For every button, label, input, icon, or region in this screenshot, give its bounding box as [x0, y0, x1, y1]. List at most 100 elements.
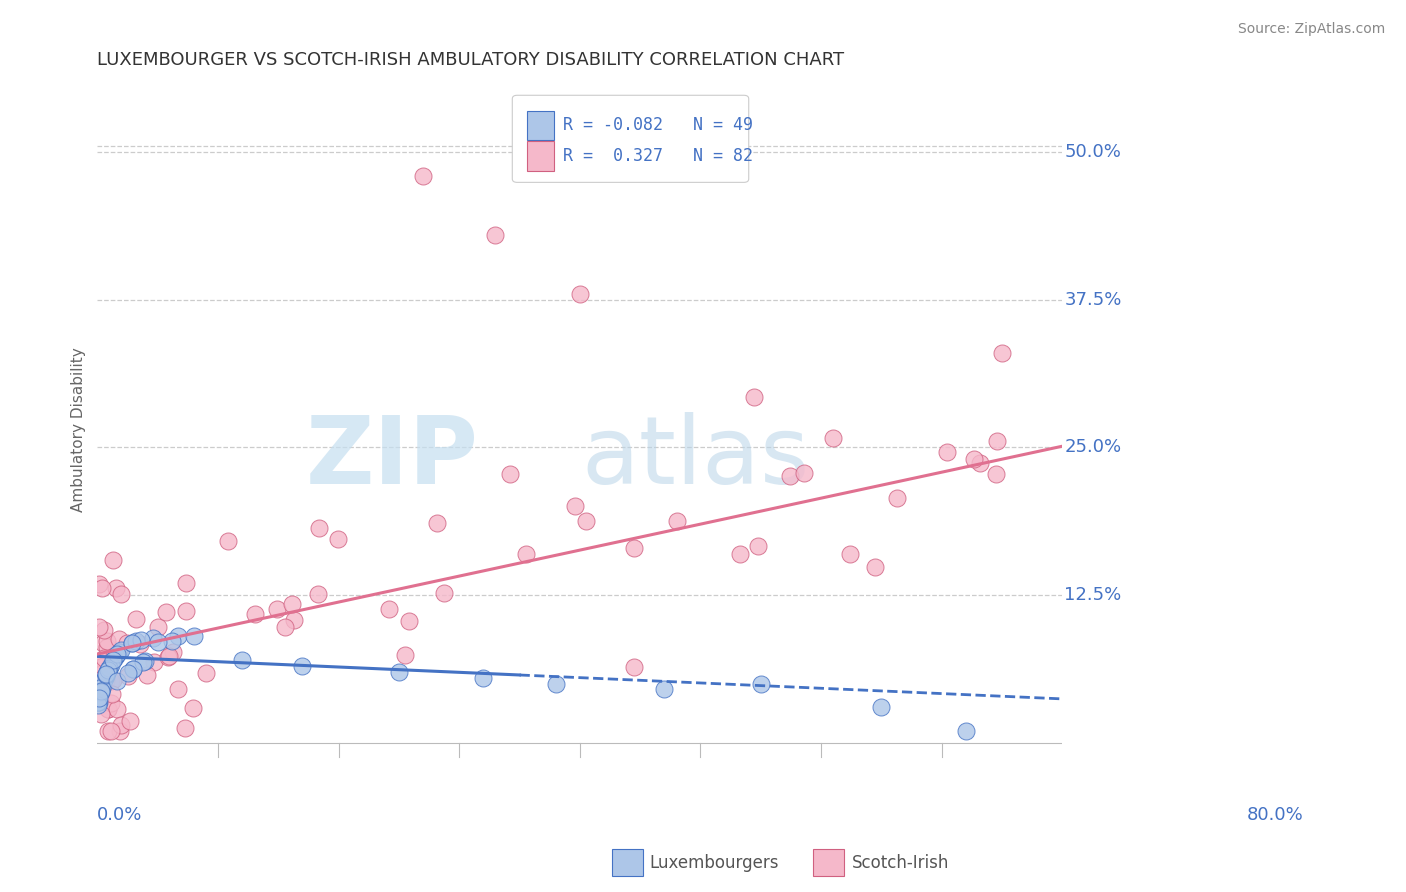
Point — [108, 645, 131, 659]
Point — [472, 671, 495, 685]
Point — [97, 702, 120, 716]
Point — [96, 634, 118, 648]
Point — [120, 714, 142, 728]
Point — [90, 707, 112, 722]
Point — [100, 657, 122, 672]
Point — [157, 649, 180, 664]
Point — [564, 499, 586, 513]
Point — [136, 668, 159, 682]
Point — [121, 662, 143, 676]
Point — [100, 723, 122, 738]
Point — [91, 680, 114, 694]
Point — [623, 660, 645, 674]
Point — [129, 638, 152, 652]
Point — [986, 434, 1008, 449]
Point — [97, 723, 120, 738]
Point — [87, 696, 110, 710]
Point — [108, 632, 131, 646]
Point — [308, 521, 330, 535]
Point — [388, 665, 411, 679]
Point — [623, 541, 645, 555]
Point — [90, 683, 112, 698]
Point — [115, 635, 138, 649]
Point — [886, 491, 908, 506]
Point — [155, 605, 177, 619]
Point — [96, 665, 118, 679]
Point — [100, 673, 122, 688]
Point — [167, 629, 190, 643]
Text: 80.0%: 80.0% — [1247, 805, 1303, 824]
Point — [117, 666, 139, 681]
Text: atlas: atlas — [582, 411, 810, 504]
Point — [87, 620, 110, 634]
Point — [146, 635, 169, 649]
Point — [94, 673, 117, 688]
Point — [821, 432, 844, 446]
Point — [266, 602, 288, 616]
Point — [544, 676, 567, 690]
Point — [378, 602, 401, 616]
Point — [484, 227, 506, 242]
Point — [103, 653, 125, 667]
Point — [652, 682, 675, 697]
Point — [963, 451, 986, 466]
Point — [568, 286, 591, 301]
Point — [838, 547, 860, 561]
Point — [101, 687, 124, 701]
Point — [122, 662, 145, 676]
Point — [87, 695, 110, 709]
Point — [142, 631, 165, 645]
Point — [935, 445, 957, 459]
Point — [742, 390, 765, 404]
Point — [274, 620, 297, 634]
Point — [89, 690, 111, 705]
Text: 37.5%: 37.5% — [1064, 291, 1122, 309]
Point — [96, 665, 118, 679]
Point — [575, 514, 598, 528]
Point — [176, 604, 198, 618]
Point — [291, 658, 314, 673]
Point — [194, 665, 217, 680]
Point — [991, 346, 1014, 360]
Point — [96, 640, 118, 654]
Point — [87, 577, 110, 591]
Point — [110, 718, 132, 732]
Y-axis label: Ambulatory Disability: Ambulatory Disability — [72, 347, 86, 512]
Point — [124, 612, 146, 626]
Text: Scotch-Irish: Scotch-Irish — [852, 854, 949, 871]
Point — [283, 613, 305, 627]
Point — [984, 467, 1007, 482]
Point — [86, 698, 108, 713]
FancyBboxPatch shape — [527, 111, 554, 140]
Text: Luxembourgers: Luxembourgers — [650, 854, 779, 871]
Point — [90, 681, 112, 695]
Point — [93, 623, 115, 637]
Point — [146, 620, 169, 634]
Point — [97, 702, 120, 716]
Point — [93, 673, 115, 688]
Point — [125, 634, 148, 648]
Text: ZIP: ZIP — [305, 411, 478, 504]
FancyBboxPatch shape — [512, 95, 749, 182]
Point — [91, 635, 114, 649]
Point — [134, 654, 156, 668]
Point — [181, 701, 204, 715]
Point — [281, 597, 304, 611]
Point — [515, 548, 537, 562]
Point — [101, 673, 124, 687]
Point — [143, 655, 166, 669]
Point — [217, 533, 239, 548]
Point — [100, 696, 122, 710]
Point — [499, 467, 522, 481]
Point — [101, 552, 124, 566]
Point — [433, 586, 456, 600]
Point — [96, 667, 118, 681]
Point — [107, 647, 129, 661]
Point — [97, 661, 120, 675]
Text: R =  0.327   N = 82: R = 0.327 N = 82 — [564, 147, 754, 165]
Point — [91, 581, 114, 595]
Point — [97, 663, 120, 677]
Point — [728, 547, 751, 561]
Text: Source: ZipAtlas.com: Source: ZipAtlas.com — [1237, 22, 1385, 37]
Point — [129, 632, 152, 647]
